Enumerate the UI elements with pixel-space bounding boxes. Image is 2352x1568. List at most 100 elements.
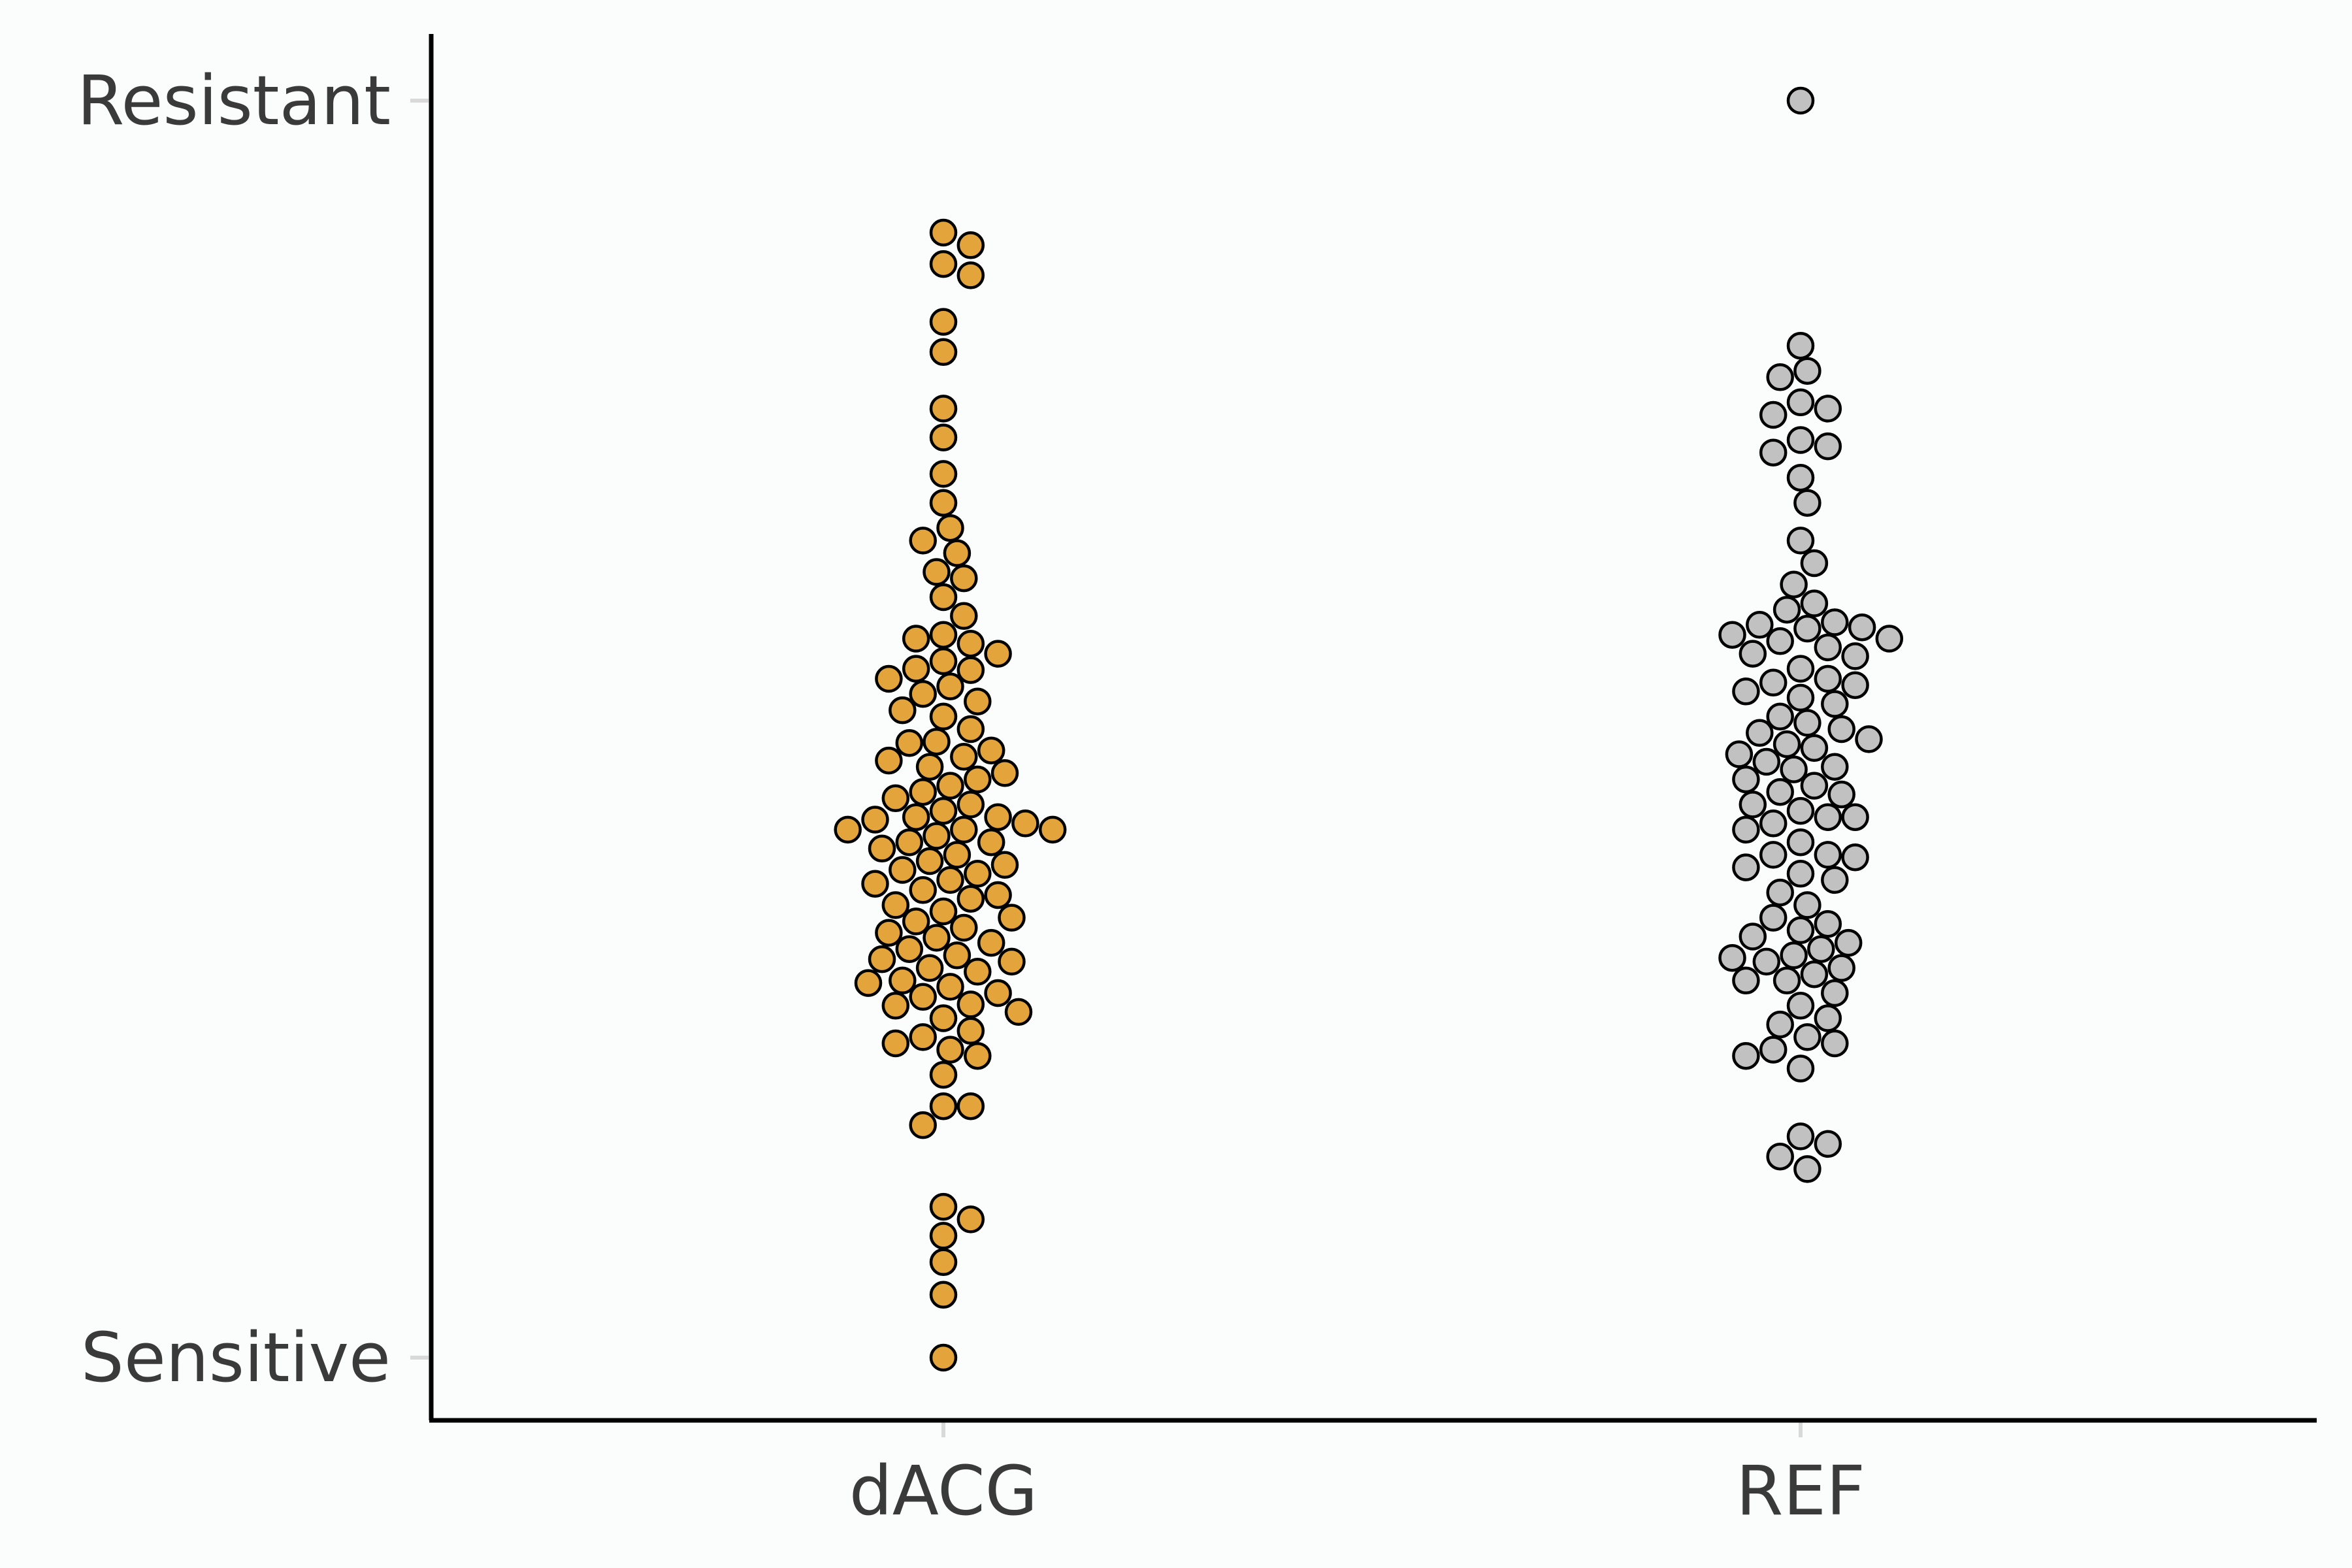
point-dacg-82 <box>984 979 1012 1007</box>
point-dacg-59 <box>964 860 992 888</box>
point-dacg-12 <box>943 539 972 567</box>
point-dacg-65 <box>881 891 910 919</box>
point-dacg-20 <box>984 640 1012 668</box>
point-dacg-80 <box>854 969 883 997</box>
point-dacg-37 <box>990 759 1019 787</box>
point-dacg-96 <box>909 1111 937 1139</box>
point-dacg-49 <box>834 815 862 844</box>
point-dacg-31 <box>923 727 951 756</box>
point-dacg-79 <box>889 966 917 995</box>
point-ref-43 <box>1821 753 1849 781</box>
point-ref-66 <box>1786 916 1815 945</box>
point-ref-79 <box>1814 1004 1842 1032</box>
point-dacg-46 <box>950 815 978 844</box>
point-dacg-44 <box>902 803 930 831</box>
point-dacg-70 <box>875 919 903 947</box>
point-ref-24 <box>1814 633 1842 662</box>
point-dacg-11 <box>909 527 937 555</box>
point-dacg-3 <box>956 261 985 289</box>
point-ref-37 <box>1746 719 1774 747</box>
point-dacg-7 <box>929 423 958 451</box>
point-dacg-72 <box>977 928 1005 957</box>
point-dacg-69 <box>950 913 978 942</box>
point-ref-72 <box>1752 947 1781 976</box>
point-ref-12 <box>1786 527 1815 555</box>
point-ref-1 <box>1786 331 1815 360</box>
point-dacg-21 <box>929 647 958 676</box>
point-ref-53 <box>1759 809 1788 838</box>
point-ref-3 <box>1766 363 1794 391</box>
point-dacg-1 <box>956 231 985 259</box>
point-dacg-2 <box>929 250 958 278</box>
point-ref-13 <box>1800 549 1829 578</box>
point-dacg-50 <box>984 803 1012 831</box>
point-dacg-48 <box>895 828 924 857</box>
point-dacg-102 <box>929 1343 958 1372</box>
point-dacg-97 <box>929 1192 958 1221</box>
point-ref-86 <box>1786 1122 1815 1151</box>
point-dacg-22 <box>902 655 930 683</box>
point-ref-11 <box>1793 489 1821 517</box>
point-ref-63 <box>1793 891 1821 919</box>
point-ref-57 <box>1759 841 1788 869</box>
point-dacg-24 <box>875 664 903 693</box>
point-dacg-81 <box>936 973 964 1001</box>
point-dacg-6 <box>929 395 958 423</box>
point-dacg-77 <box>915 954 944 982</box>
point-dacg-10 <box>936 514 964 542</box>
point-ref-73 <box>1827 954 1855 982</box>
point-dacg-71 <box>923 924 951 952</box>
point-ref-56 <box>1814 841 1842 869</box>
point-dacg-94 <box>929 1092 958 1120</box>
point-dacg-16 <box>950 602 978 630</box>
point-ref-21 <box>1718 621 1746 649</box>
point-ref-16 <box>1772 595 1801 624</box>
y-tick-label-resistant: Resistant <box>77 61 391 140</box>
point-dacg-40 <box>909 777 937 806</box>
point-ref-36 <box>1827 715 1855 743</box>
point-dacg-101 <box>929 1281 958 1309</box>
point-ref-40 <box>1800 734 1829 762</box>
point-ref-44 <box>1780 755 1808 783</box>
x-tick-label-ref: REF <box>1736 1451 1865 1531</box>
point-dacg-90 <box>881 1029 910 1058</box>
point-ref-89 <box>1793 1155 1821 1183</box>
point-ref-39 <box>1772 730 1801 759</box>
point-ref-19 <box>1848 613 1876 642</box>
point-dacg-63 <box>984 881 1012 909</box>
point-dacg-58 <box>889 856 917 884</box>
point-ref-80 <box>1766 1010 1794 1039</box>
point-dacg-15 <box>929 583 958 612</box>
point-dacg-39 <box>936 772 964 800</box>
point-ref-41 <box>1725 740 1754 768</box>
point-ref-50 <box>1786 796 1815 825</box>
point-dacg-0 <box>929 218 958 247</box>
point-ref-5 <box>1814 395 1842 423</box>
point-ref-78 <box>1786 992 1815 1020</box>
point-ref-29 <box>1759 668 1788 697</box>
point-dacg-8 <box>929 460 958 488</box>
point-dacg-41 <box>881 784 910 813</box>
point-ref-82 <box>1821 1029 1849 1058</box>
point-dacg-30 <box>956 715 985 743</box>
point-dacg-93 <box>929 1060 958 1089</box>
point-ref-45 <box>1732 765 1760 794</box>
point-ref-7 <box>1786 426 1815 454</box>
point-ref-67 <box>1739 923 1767 951</box>
point-ref-42 <box>1752 747 1781 776</box>
point-ref-0 <box>1786 86 1815 115</box>
point-ref-30 <box>1841 671 1869 699</box>
point-ref-76 <box>1732 966 1760 995</box>
point-dacg-73 <box>895 935 924 963</box>
point-dacg-56 <box>915 847 944 875</box>
point-dacg-38 <box>964 765 992 794</box>
point-dacg-78 <box>964 958 992 986</box>
point-ref-61 <box>1821 866 1849 894</box>
point-ref-51 <box>1814 803 1842 831</box>
point-dacg-32 <box>895 728 924 757</box>
point-dacg-75 <box>868 945 896 973</box>
point-ref-71 <box>1718 943 1746 972</box>
point-ref-59 <box>1732 853 1760 881</box>
point-dacg-83 <box>909 983 937 1011</box>
